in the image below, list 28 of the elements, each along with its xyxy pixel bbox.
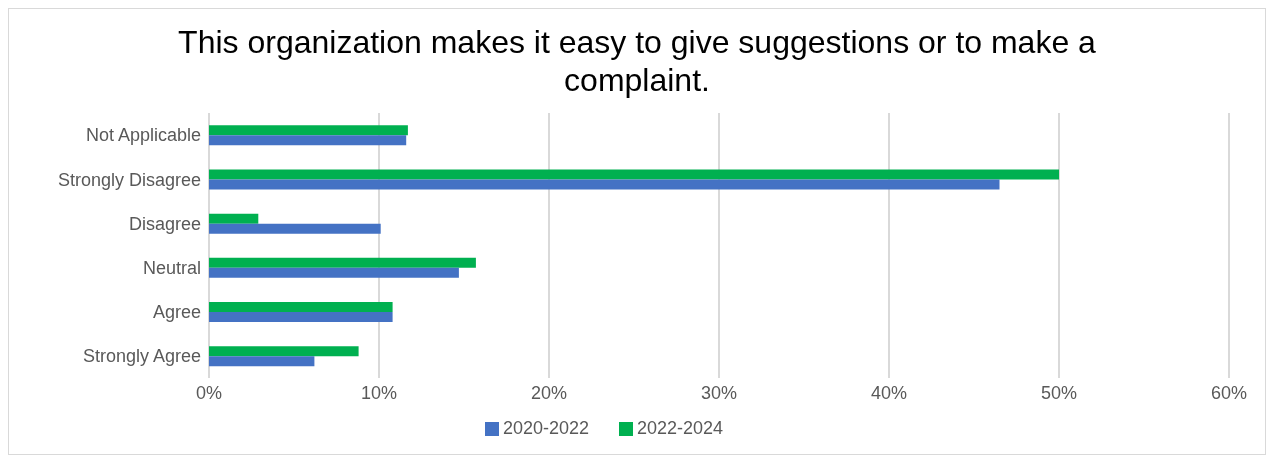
bar	[209, 223, 381, 234]
legend-label: 2020-2022	[502, 418, 589, 438]
x-tick-label: 50%	[1040, 382, 1078, 403]
bar	[209, 213, 259, 224]
x-tick-label: 10%	[360, 382, 398, 403]
x-tick-label: 30%	[700, 382, 738, 403]
bar	[209, 346, 359, 357]
x-tick-label: 40%	[870, 382, 908, 403]
y-tick-label: Not Applicable	[85, 125, 201, 146]
bar	[209, 125, 408, 136]
y-tick-label: Neutral	[142, 257, 201, 278]
y-tick-label: Strongly Disagree	[57, 169, 201, 190]
y-tick-label: Agree	[152, 302, 201, 323]
y-tick-label: Strongly Agree	[82, 346, 201, 367]
bar	[209, 179, 1000, 190]
x-tick-label: 0%	[195, 382, 223, 403]
bar	[209, 267, 459, 278]
bar	[209, 302, 393, 313]
bar	[209, 257, 476, 268]
bar	[209, 312, 393, 323]
x-tick-label: 20%	[530, 382, 568, 403]
bar	[209, 356, 315, 367]
x-tick-label: 60%	[1210, 382, 1248, 403]
bar	[209, 169, 1059, 180]
y-tick-label: Disagree	[128, 213, 201, 234]
chart-title: This organization makes it easy to give suggestions or to make a complaint.	[177, 23, 1097, 99]
bar	[209, 135, 407, 146]
legend-label: 2022-2024	[637, 418, 724, 438]
